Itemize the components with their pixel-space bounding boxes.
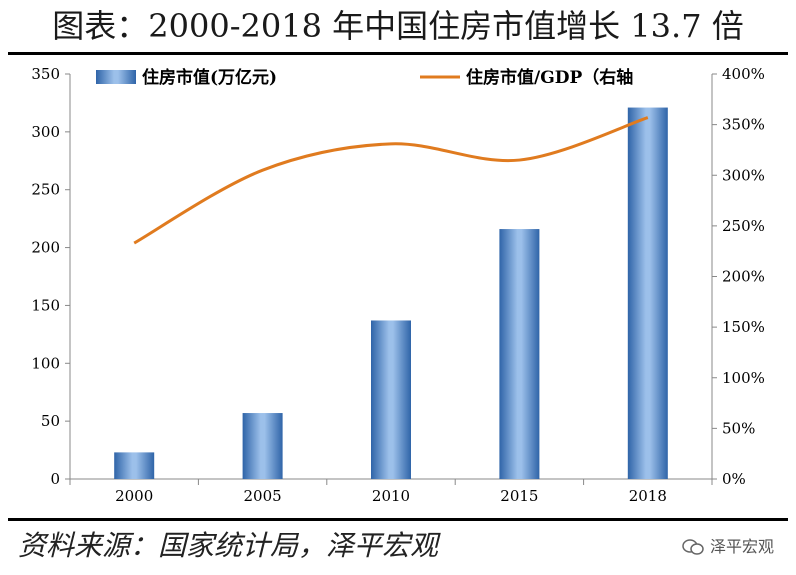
ratio-line	[133, 116, 649, 245]
chart-title: 图表：2000-2018 年中国住房市值增长 13.7 倍	[52, 7, 744, 45]
right-tick-label: 350%	[722, 116, 765, 134]
chat-bubble-icon	[682, 539, 704, 555]
x-tick-label: 2000	[115, 487, 153, 505]
left-tick-label: 200	[31, 239, 60, 257]
left-tick-label: 250	[31, 181, 60, 199]
x-tick-label: 2005	[244, 487, 282, 505]
right-tick-label: 100%	[722, 369, 765, 387]
left-tick-label: 50	[41, 412, 60, 430]
legend-line-label: 住房市值/GDP（右轴	[466, 67, 633, 88]
left-tick-label: 100	[31, 354, 60, 372]
right-tick-label: 50%	[722, 419, 755, 437]
right-tick-label: 0%	[722, 470, 746, 488]
left-tick-label: 0	[50, 470, 60, 488]
bar-2010	[371, 320, 411, 479]
brand-label: 泽平宏观	[709, 537, 774, 556]
x-tick-label: 2015	[500, 487, 538, 505]
bar-2018	[627, 107, 668, 480]
x-tick-label: 2010	[372, 487, 410, 505]
left-tick-label: 350	[31, 65, 60, 83]
x-tick-label: 2018	[629, 487, 667, 505]
bar-2005	[242, 413, 283, 479]
right-tick-label: 300%	[722, 166, 765, 184]
bar-2015	[499, 229, 540, 479]
brand-watermark: 泽平宏观	[682, 532, 774, 562]
left-tick-label: 150	[31, 296, 60, 314]
right-tick-label: 400%	[722, 65, 765, 83]
left-tick-label: 300	[31, 123, 60, 141]
source-note: 资料来源：国家统计局，泽平宏观	[18, 529, 439, 562]
bar-2000	[114, 452, 155, 479]
bottom-rule	[8, 518, 788, 521]
chart: 0 50 100 150 200 250 300 350 0% 50% 100% 150% 200% 25…	[31, 65, 765, 505]
legend-bar-label: 住房市值(万亿元)	[142, 67, 277, 88]
right-tick-label: 150%	[722, 318, 765, 336]
legend-bar-swatch	[96, 70, 136, 84]
right-tick-label: 250%	[722, 217, 765, 235]
top-rule	[8, 52, 788, 55]
right-tick-label: 200%	[722, 268, 765, 286]
